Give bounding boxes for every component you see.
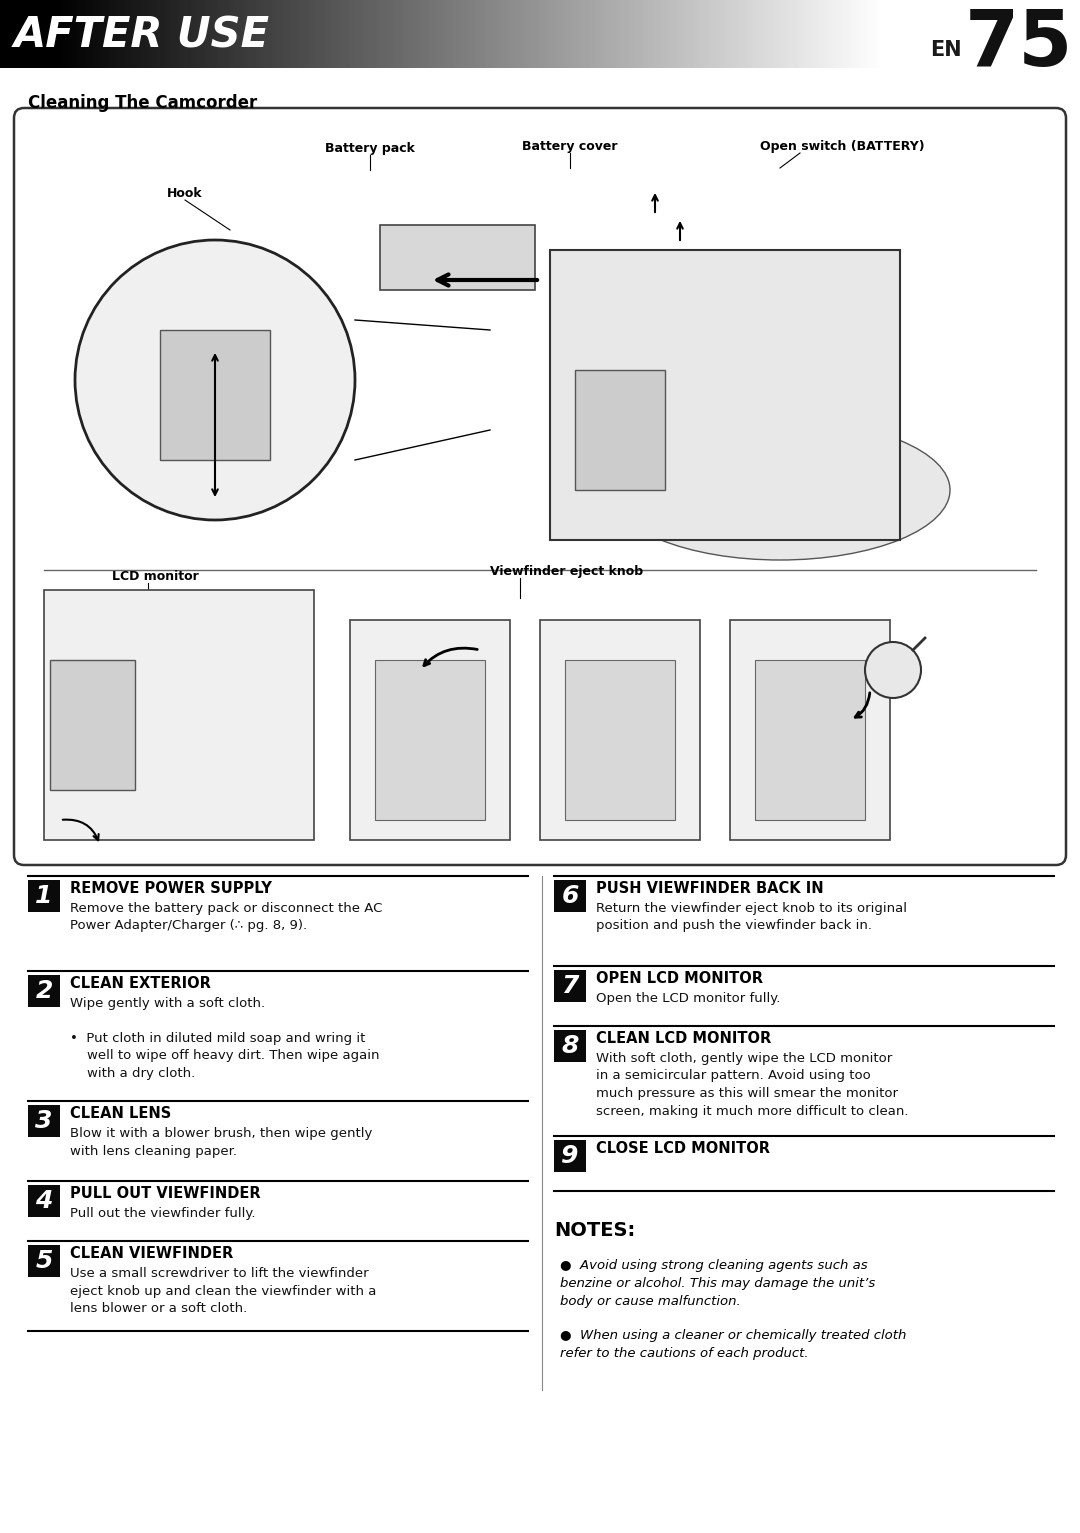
Bar	[28, 1185, 60, 1217]
Bar	[554, 1030, 586, 1062]
Text: Open the LCD monitor fully.: Open the LCD monitor fully.	[596, 992, 781, 1006]
Text: 6: 6	[562, 885, 579, 908]
Text: EN: EN	[930, 40, 961, 60]
Bar	[540, 619, 700, 840]
Text: NOTES:: NOTES:	[554, 1220, 635, 1240]
Text: 3: 3	[36, 1108, 53, 1133]
Text: Battery pack: Battery pack	[325, 143, 415, 155]
Text: Hook: Hook	[167, 187, 203, 199]
Text: ●  When using a cleaner or chemically treated cloth
refer to the cautions of eac: ● When using a cleaner or chemically tre…	[561, 1329, 906, 1360]
Text: Use a small screwdriver to lift the viewfinder
eject knob up and clean the viewf: Use a small screwdriver to lift the view…	[70, 1266, 376, 1315]
Text: Open switch (BATTERY): Open switch (BATTERY)	[760, 140, 924, 153]
Bar	[565, 661, 675, 820]
Bar	[160, 330, 270, 460]
Bar	[44, 590, 314, 840]
Text: 9: 9	[562, 1144, 579, 1168]
Bar	[554, 1141, 586, 1173]
Text: 7: 7	[562, 973, 579, 998]
Bar	[380, 225, 535, 290]
Bar	[575, 369, 665, 491]
Text: ●  Avoid using strong cleaning agents such as
benzine or alcohol. This may damag: ● Avoid using strong cleaning agents suc…	[561, 1259, 875, 1308]
Text: CLEAN LENS: CLEAN LENS	[70, 1105, 172, 1121]
Text: Wipe gently with a soft cloth.

•  Put cloth in diluted mild soap and wring it
 : Wipe gently with a soft cloth. • Put clo…	[70, 996, 379, 1081]
Bar	[50, 661, 135, 789]
Text: 75: 75	[966, 6, 1074, 81]
Text: 8: 8	[562, 1033, 579, 1058]
Bar	[350, 619, 510, 840]
Text: Blow it with a blower brush, then wipe gently
with lens cleaning paper.: Blow it with a blower brush, then wipe g…	[70, 1127, 373, 1157]
Bar	[28, 880, 60, 912]
Text: LCD monitor: LCD monitor	[112, 570, 199, 583]
Bar	[28, 975, 60, 1007]
Bar	[28, 1105, 60, 1137]
Bar	[28, 1245, 60, 1277]
Ellipse shape	[610, 420, 950, 560]
Text: Viewfinder eject knob: Viewfinder eject knob	[490, 566, 643, 578]
Bar	[554, 880, 586, 912]
Text: CLEAN LCD MONITOR: CLEAN LCD MONITOR	[596, 1032, 771, 1046]
Text: CLOSE LCD MONITOR: CLOSE LCD MONITOR	[596, 1141, 770, 1156]
Text: PULL OUT VIEWFINDER: PULL OUT VIEWFINDER	[70, 1187, 260, 1200]
Text: Remove the battery pack or disconnect the AC
Power Adapter/Charger (∴ pg. 8, 9).: Remove the battery pack or disconnect th…	[70, 901, 382, 932]
Text: OPEN LCD MONITOR: OPEN LCD MONITOR	[596, 970, 762, 986]
Text: 2: 2	[36, 980, 53, 1003]
Bar	[554, 970, 586, 1003]
Text: 4: 4	[36, 1190, 53, 1213]
Text: AFTER USE: AFTER USE	[14, 14, 270, 57]
Text: 1: 1	[36, 885, 53, 908]
Text: Pull out the viewfinder fully.: Pull out the viewfinder fully.	[70, 1206, 256, 1220]
Text: Cleaning The Camcorder: Cleaning The Camcorder	[28, 94, 257, 112]
Text: With soft cloth, gently wipe the LCD monitor
in a semicircular pattern. Avoid us: With soft cloth, gently wipe the LCD mon…	[596, 1052, 908, 1118]
Text: PUSH VIEWFINDER BACK IN: PUSH VIEWFINDER BACK IN	[596, 881, 824, 895]
Circle shape	[75, 241, 355, 520]
Bar	[730, 619, 890, 840]
FancyBboxPatch shape	[14, 107, 1066, 865]
Text: CLEAN VIEWFINDER: CLEAN VIEWFINDER	[70, 1246, 233, 1262]
Bar	[550, 250, 900, 540]
Text: REMOVE POWER SUPPLY: REMOVE POWER SUPPLY	[70, 881, 272, 895]
Bar	[375, 661, 485, 820]
Bar	[755, 661, 865, 820]
Text: CLEAN EXTERIOR: CLEAN EXTERIOR	[70, 977, 211, 990]
Text: 5: 5	[36, 1249, 53, 1272]
Circle shape	[865, 642, 921, 698]
Text: Return the viewfinder eject knob to its original
position and push the viewfinde: Return the viewfinder eject knob to its …	[596, 901, 907, 932]
Text: Battery cover: Battery cover	[523, 140, 618, 153]
